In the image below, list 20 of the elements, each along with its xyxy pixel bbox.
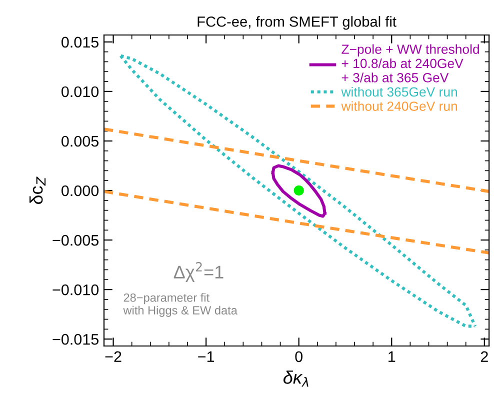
y-tick-label: −0.015 [52,334,98,345]
x-tick-label: 1 [388,351,396,362]
x-tick-label: −1 [198,351,214,362]
legend-label: without 365GeV run [341,86,457,97]
legend-label: without 240GeV run [341,101,457,111]
y-tick-label: −0.005 [52,234,98,246]
chart-title: FCC-ee, from SMEFT global fit [198,16,396,30]
x-tick-label: 0 [295,351,302,362]
x-tick-label: 2 [480,351,488,362]
legend-label: Z−pole + WW threshold + 10.8/ab at 240GeV + 3/ab at 365 GeV [342,44,479,82]
annotation: Δχ$^{2}$=1 [174,262,224,282]
x-axis-title: δκ$_{λ}$ [283,370,308,387]
y-tick-label: −0.010 [52,284,99,296]
y-axis-title: δc$_{Z}$ [30,176,46,204]
x-tick-label: −2 [105,351,122,362]
y-tick-label: 0.000 [62,185,99,196]
y-tick-label: 0.015 [62,36,98,48]
annotation: 28−parameter fit with Higgs & EW data [123,293,238,317]
y-tick-label: 0.010 [62,86,99,98]
y-tick-label: 0.005 [62,136,98,147]
